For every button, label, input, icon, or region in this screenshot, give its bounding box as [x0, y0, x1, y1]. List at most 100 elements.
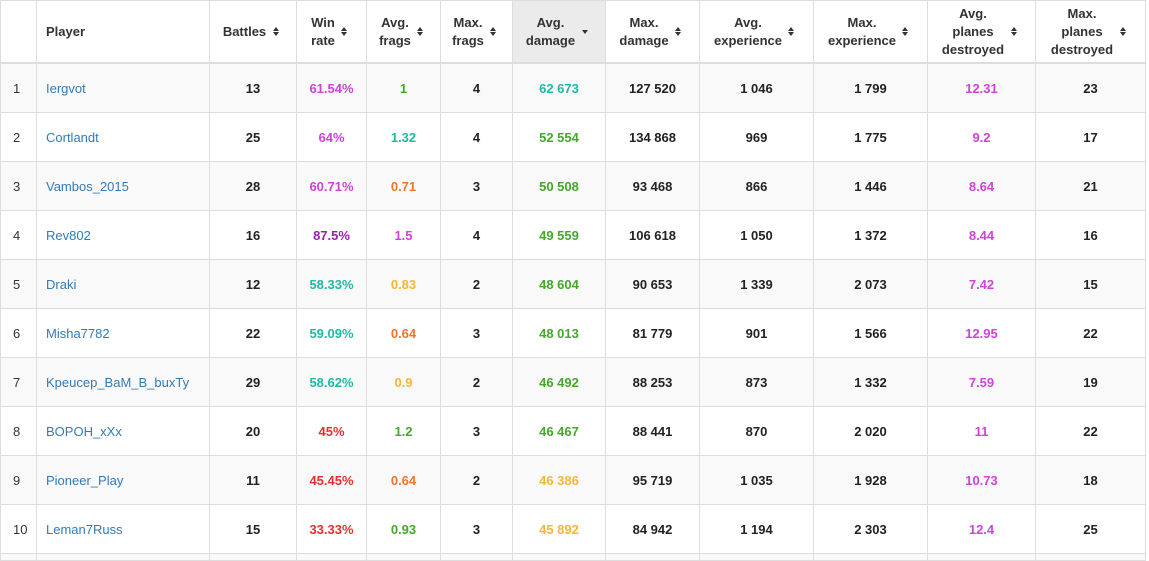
- avg-experience-header[interactable]: Avg. experience: [699, 0, 814, 64]
- battles-cell: 11: [209, 455, 297, 505]
- avg-frags-header[interactable]: Avg. frags: [366, 0, 441, 64]
- rank-cell: 1: [0, 62, 37, 113]
- max-frags-cell: 3: [440, 504, 513, 554]
- avg-planes-destroyed-cell: 12.4: [927, 504, 1036, 554]
- empty-cell: [699, 553, 814, 561]
- player-cell: Kpeucep_BaM_B_buxTy: [36, 357, 210, 407]
- sort-icon[interactable]: [490, 27, 497, 36]
- win-rate-cell: 59.09%: [296, 308, 367, 358]
- win-rate-cell: 58.33%: [296, 259, 367, 309]
- rank-cell: 6: [0, 308, 37, 358]
- sort-icon[interactable]: [902, 27, 909, 36]
- sort-icon[interactable]: [675, 27, 682, 36]
- battles-cell: 15: [209, 504, 297, 554]
- win-rate-cell: 61.54%: [296, 62, 367, 113]
- avg-planes-destroyed-cell: 12.31: [927, 62, 1036, 113]
- player-header: Player: [36, 0, 210, 64]
- column-label: Avg. experience: [714, 14, 782, 48]
- max-planes-destroyed-cell: 22: [1035, 406, 1146, 456]
- sort-icon[interactable]: [788, 27, 795, 36]
- max-damage-cell: 93 468: [605, 161, 700, 211]
- empty-cell: [605, 553, 700, 561]
- max-damage-cell: 88 253: [605, 357, 700, 407]
- player-link[interactable]: Rev802: [46, 227, 91, 243]
- column-label: Max. experience: [828, 14, 896, 48]
- avg-damage-cell: 52 554: [512, 112, 606, 162]
- table-row: [0, 553, 1146, 561]
- max-damage-cell: 90 653: [605, 259, 700, 309]
- max-frags-cell: 2: [440, 455, 513, 505]
- max-frags-cell: 2: [440, 259, 513, 309]
- player-cell: BOPOH_xXx: [36, 406, 210, 456]
- max-experience-header[interactable]: Max. experience: [813, 0, 928, 64]
- empty-cell: [36, 553, 210, 561]
- avg-damage-cell: 49 559: [512, 210, 606, 260]
- max-frags-header[interactable]: Max. frags: [440, 0, 513, 64]
- sort-icon[interactable]: [1119, 27, 1126, 36]
- sort-desc-icon[interactable]: [581, 29, 588, 34]
- avg-damage-cell: 50 508: [512, 161, 606, 211]
- empty-cell: [440, 553, 513, 561]
- table-body: 1 Iergvot 13 61.54% 1 4 62 673 127 520 1 046 1 79…: [0, 62, 1146, 561]
- column-label: Avg. frags: [379, 14, 411, 48]
- max-planes-destroyed-header[interactable]: Max. planes destroyed: [1035, 0, 1146, 64]
- max-experience-cell: 2 073: [813, 259, 928, 309]
- avg-experience-cell: 1 046: [699, 62, 814, 113]
- player-cell: Rev802: [36, 210, 210, 260]
- avg-experience-cell: 901: [699, 308, 814, 358]
- player-link[interactable]: Cortlandt: [46, 129, 99, 145]
- table-row: 7 Kpeucep_BaM_B_buxTy 29 58.62% 0.9 2 46 492 88…: [0, 357, 1146, 407]
- avg-experience-cell: 870: [699, 406, 814, 456]
- table-row: 6 Misha7782 22 59.09% 0.64 3 48 013 81 779 901 1 …: [0, 308, 1146, 358]
- header-row: Player Battles Win rate Avg. frags Max. frags Av…: [0, 0, 1146, 64]
- max-damage-cell: 88 441: [605, 406, 700, 456]
- player-link[interactable]: Draki: [46, 276, 77, 292]
- avg-frags-cell: 0.9: [366, 357, 441, 407]
- battles-header[interactable]: Battles: [209, 0, 297, 64]
- avg-frags-cell: 0.71: [366, 161, 441, 211]
- max-planes-destroyed-cell: 17: [1035, 112, 1146, 162]
- sort-icon[interactable]: [417, 27, 424, 36]
- table-row: 2 Cortlandt 25 64% 1.32 4 52 554 134 868 969 1 77…: [0, 112, 1146, 162]
- player-link[interactable]: Pioneer_Play: [46, 472, 124, 488]
- max-frags-cell: 3: [440, 406, 513, 456]
- sort-icon[interactable]: [1010, 27, 1017, 36]
- avg-experience-cell: 1 035: [699, 455, 814, 505]
- table-row: 5 Draki 12 58.33% 0.83 2 48 604 90 653 1 339 2 07…: [0, 259, 1146, 309]
- win-rate-cell: 64%: [296, 112, 367, 162]
- player-link[interactable]: Iergvot: [46, 80, 86, 96]
- player-link[interactable]: Leman7Russ: [46, 521, 123, 537]
- player-link[interactable]: Vambos_2015: [46, 178, 129, 194]
- avg-planes-destroyed-cell: 10.73: [927, 455, 1036, 505]
- max-damage-cell: 134 868: [605, 112, 700, 162]
- max-planes-destroyed-cell: 25: [1035, 504, 1146, 554]
- player-link[interactable]: Misha7782: [46, 325, 110, 341]
- win-rate-header[interactable]: Win rate: [296, 0, 367, 64]
- avg-damage-cell: 46 467: [512, 406, 606, 456]
- player-link[interactable]: BOPOH_xXx: [46, 423, 122, 439]
- max-damage-cell: 127 520: [605, 62, 700, 113]
- avg-damage-header[interactable]: Avg. damage: [512, 0, 606, 64]
- player-cell: Misha7782: [36, 308, 210, 358]
- max-damage-cell: 84 942: [605, 504, 700, 554]
- avg-planes-destroyed-cell: 11: [927, 406, 1036, 456]
- sort-icon[interactable]: [272, 27, 279, 36]
- table-row: 10 Leman7Russ 15 33.33% 0.93 3 45 892 84 942 1 1…: [0, 504, 1146, 554]
- win-rate-cell: 45.45%: [296, 455, 367, 505]
- avg-damage-cell: 48 604: [512, 259, 606, 309]
- max-experience-cell: 1 446: [813, 161, 928, 211]
- sort-icon[interactable]: [341, 27, 348, 36]
- avg-frags-cell: 0.93: [366, 504, 441, 554]
- max-damage-header[interactable]: Max. damage: [605, 0, 700, 64]
- max-planes-destroyed-cell: 18: [1035, 455, 1146, 505]
- avg-damage-cell: 45 892: [512, 504, 606, 554]
- max-frags-cell: 2: [440, 357, 513, 407]
- player-link[interactable]: Kpeucep_BaM_B_buxTy: [46, 374, 190, 390]
- avg-experience-cell: 969: [699, 112, 814, 162]
- max-damage-cell: 106 618: [605, 210, 700, 260]
- max-frags-cell: 4: [440, 210, 513, 260]
- win-rate-cell: 60.71%: [296, 161, 367, 211]
- empty-cell: [1035, 553, 1146, 561]
- max-frags-cell: 3: [440, 308, 513, 358]
- avg-planes-destroyed-header[interactable]: Avg. planes destroyed: [927, 0, 1036, 64]
